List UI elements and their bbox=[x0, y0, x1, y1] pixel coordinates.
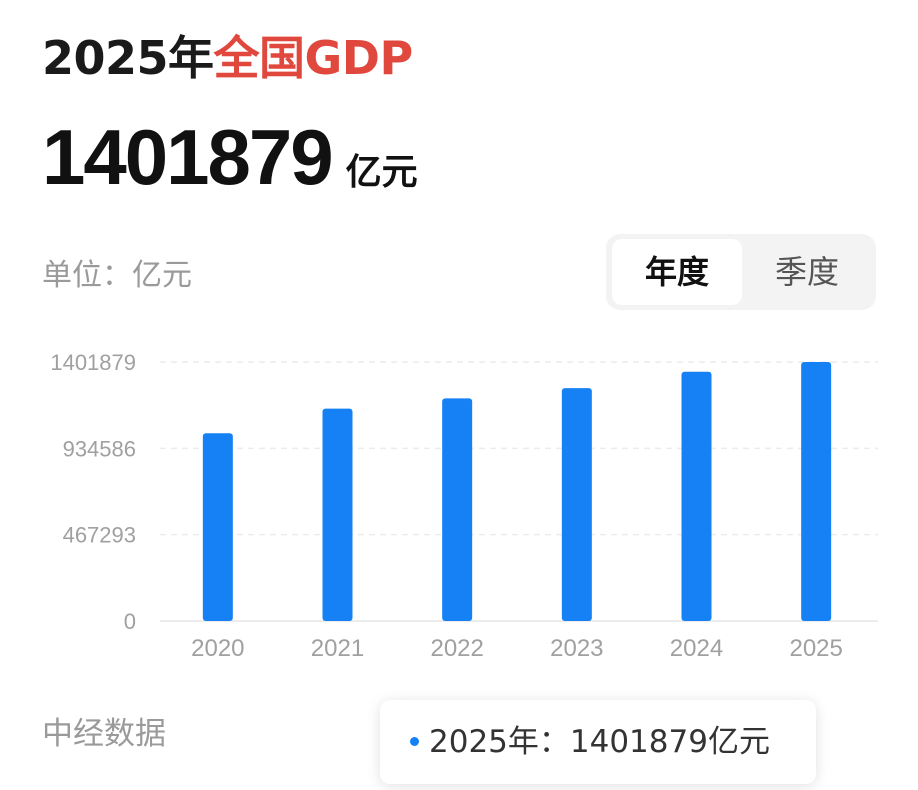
y-tick-label: 934586 bbox=[63, 436, 136, 461]
gdp-value: 1401879 bbox=[42, 113, 334, 201]
page-title: 2025年全国GDP bbox=[42, 22, 413, 88]
period-toggle: 年度 季度 bbox=[606, 234, 876, 310]
title-prefix: 2025年 bbox=[42, 31, 214, 85]
bar-2020 bbox=[202, 433, 233, 621]
headline-value: 1401879 亿元 bbox=[42, 112, 418, 203]
bar-2021 bbox=[322, 408, 353, 621]
y-tick-label: 0 bbox=[124, 609, 136, 634]
x-tick-label: 2020 bbox=[191, 635, 244, 662]
x-tick-label: 2021 bbox=[311, 635, 364, 662]
x-tick-label: 2022 bbox=[430, 635, 483, 662]
toggle-quarterly[interactable]: 季度 bbox=[774, 253, 839, 291]
toggle-annual[interactable]: 年度 bbox=[612, 239, 742, 305]
y-tick-label: 1401879 bbox=[50, 350, 136, 375]
title-accent: 全国GDP bbox=[213, 31, 414, 85]
x-tick-label: 2024 bbox=[670, 635, 723, 662]
tooltip-text: 2025年：1401879亿元 bbox=[429, 724, 770, 760]
x-tick-label: 2025 bbox=[789, 635, 842, 662]
chart-tooltip: 2025年：1401879亿元 bbox=[380, 700, 816, 784]
gdp-bar-chart: 0 467293 934586 1401879 2020 2021 2022 2023 2024… bbox=[50, 350, 878, 662]
x-tick-label: 2023 bbox=[550, 635, 603, 662]
tooltip-dot-icon bbox=[410, 737, 419, 746]
bar-2023 bbox=[561, 388, 592, 621]
bar-2025 bbox=[801, 362, 832, 621]
data-source: 中经数据 bbox=[42, 716, 166, 752]
bar-2024 bbox=[681, 371, 712, 621]
bar-2022 bbox=[442, 398, 473, 621]
y-tick-label: 467293 bbox=[63, 523, 136, 548]
unit-label: 单位：亿元 bbox=[42, 258, 192, 293]
gdp-value-unit: 亿元 bbox=[345, 152, 418, 193]
